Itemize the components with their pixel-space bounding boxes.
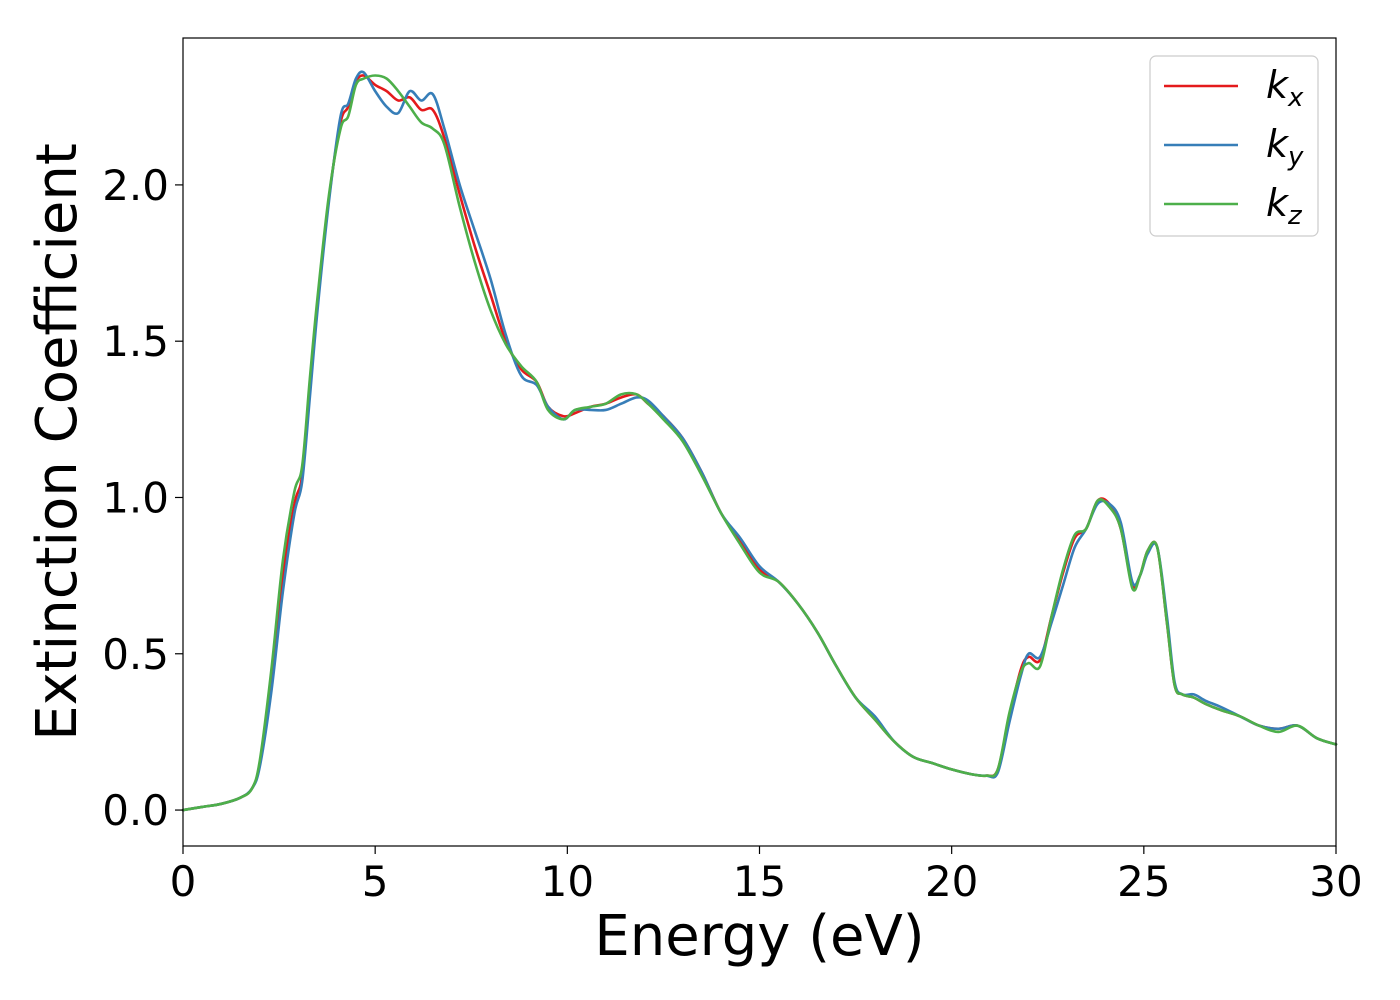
x-axis-ticks: 0 5 10 15 20 25 30 — [170, 846, 1363, 906]
x-tick-label: 5 — [362, 857, 389, 906]
legend: kx ky kz — [1149, 55, 1319, 237]
y-axis-label: Extinction Coefficient — [25, 143, 90, 741]
legend-label-kz: kz — [1266, 181, 1303, 231]
y-tick-label: 2.0 — [102, 161, 169, 210]
x-tick-label: 15 — [733, 857, 786, 906]
x-axis-label: Energy (eV) — [594, 904, 924, 969]
legend-label-kx: kx — [1266, 63, 1304, 113]
x-tick-label: 20 — [925, 857, 978, 906]
x-tick-label: 0 — [170, 857, 197, 906]
y-tick-label: 1.5 — [102, 317, 169, 366]
legend-label-ky: ky — [1266, 122, 1304, 172]
y-axis-ticks: 0.0 0.5 1.0 1.5 2.0 — [102, 161, 183, 835]
x-tick-label: 30 — [1309, 857, 1362, 906]
series-line-kz — [181, 74, 1338, 812]
y-tick-label: 1.0 — [102, 473, 169, 522]
x-tick-label: 10 — [541, 857, 594, 906]
series-layer — [181, 70, 1338, 812]
y-tick-label: 0.5 — [102, 630, 169, 679]
x-tick-label: 25 — [1117, 857, 1170, 906]
y-tick-label: 0.0 — [102, 786, 169, 835]
